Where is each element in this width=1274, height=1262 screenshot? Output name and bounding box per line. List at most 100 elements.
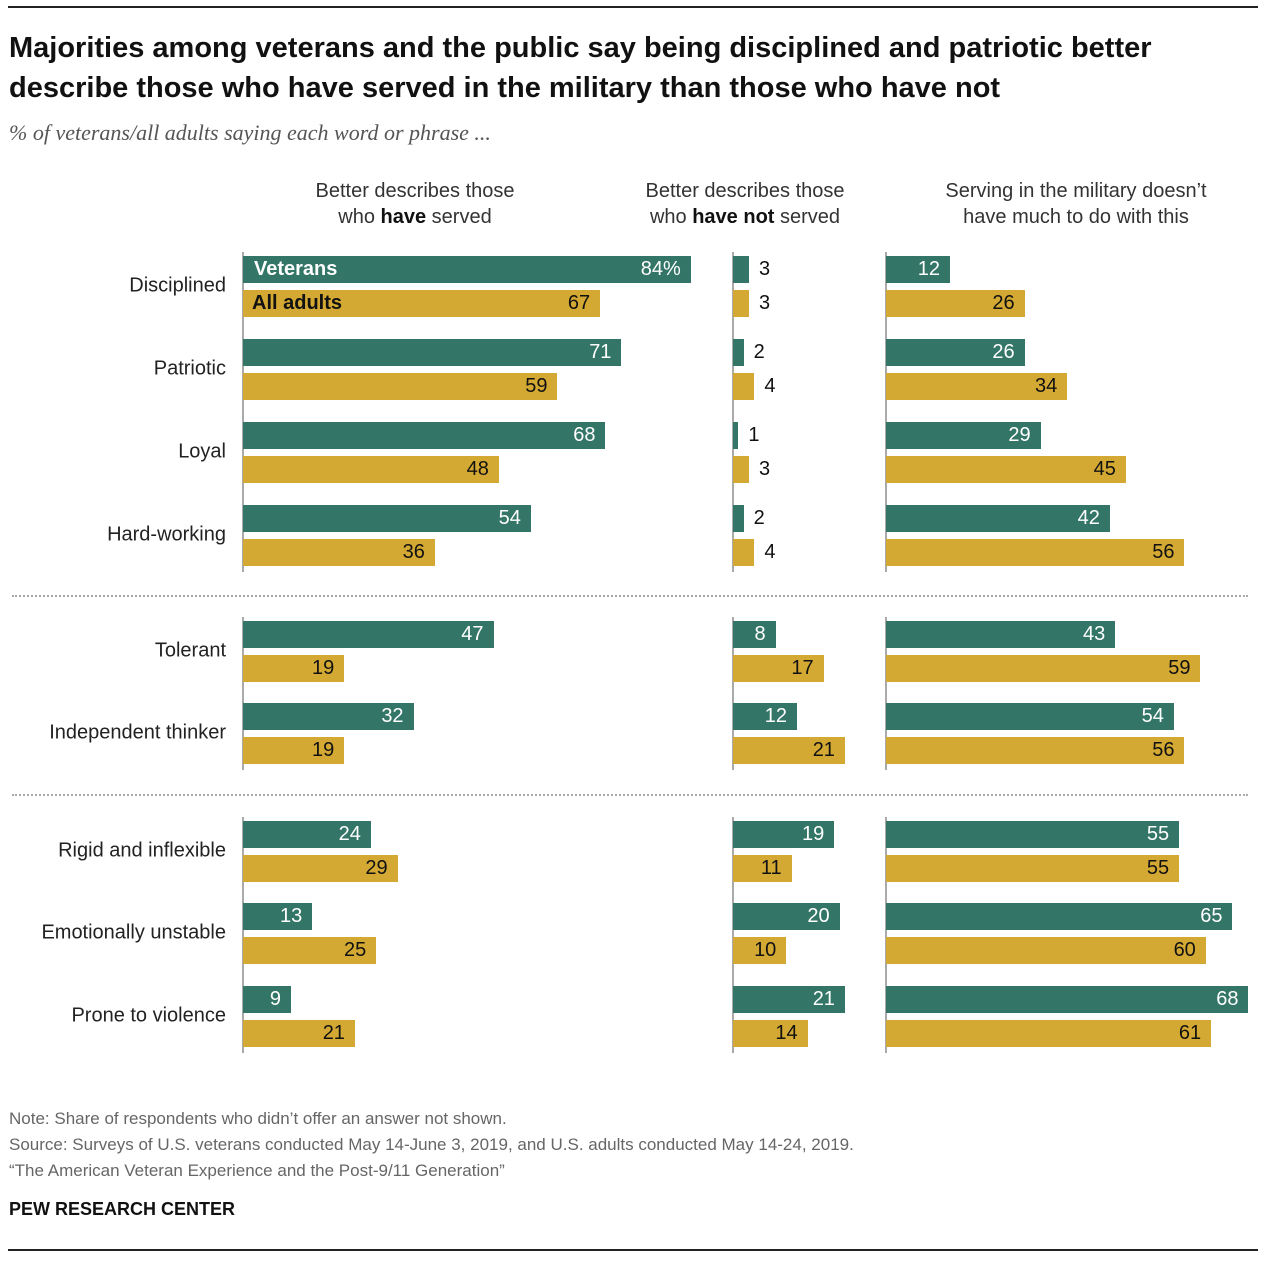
- axis-line: [885, 617, 887, 770]
- bar-all_adults: [733, 655, 824, 682]
- value-label: 55: [1146, 857, 1170, 879]
- value-label: 3: [758, 292, 771, 314]
- value-label: 1: [748, 424, 760, 446]
- axis-line: [242, 817, 244, 1053]
- value-label: 12: [764, 705, 787, 727]
- value-label: 26: [992, 341, 1015, 363]
- bar-all_adults: [886, 539, 1185, 566]
- value-label: 71: [589, 341, 612, 363]
- bar-veterans: [733, 821, 835, 848]
- value-label: 21: [322, 1022, 345, 1044]
- bar-all_adults: [886, 855, 1180, 882]
- value-label: 21: [812, 988, 835, 1010]
- value-label: 10: [754, 939, 777, 961]
- bar-veterans: [733, 703, 797, 730]
- value-label: 11: [760, 857, 782, 879]
- value-label: 19: [312, 739, 335, 761]
- category-label: Prone to violence: [71, 1004, 226, 1027]
- bar-all_adults: [243, 855, 398, 882]
- bar-veterans: [733, 339, 744, 366]
- bar-all_adults: [733, 539, 755, 566]
- value-label: 54: [1141, 705, 1164, 727]
- pew-logo-text: PEW RESEARCH CENTER: [9, 1199, 236, 1219]
- value-label: 67: [567, 292, 591, 314]
- value-label: 2: [753, 341, 765, 363]
- bar-all_adults: [733, 937, 787, 964]
- value-label: 43: [1082, 623, 1106, 645]
- value-label: 29: [1008, 424, 1031, 446]
- bar-veterans: [243, 986, 291, 1013]
- bar-all_adults: [243, 456, 499, 483]
- value-label: 21: [812, 739, 835, 761]
- report-title: “The American Veteran Experience and the…: [9, 1161, 505, 1180]
- bottom-rule: [8, 1249, 1258, 1251]
- legend-veterans: Veterans: [254, 258, 338, 280]
- value-label: 45: [1093, 458, 1116, 480]
- bar-veterans: [243, 821, 371, 848]
- value-label: 34: [1034, 375, 1058, 397]
- value-label: 56: [1152, 739, 1175, 761]
- bar-veterans: [886, 505, 1110, 532]
- bar-all_adults: [243, 655, 345, 682]
- chart-subtitle: % of veterans/all adults saying each wor…: [9, 120, 491, 145]
- value-label: 32: [381, 705, 404, 727]
- category-label: Hard-working: [107, 523, 226, 546]
- value-label: 84%: [640, 258, 681, 280]
- chart-title: Majorities among veterans and the public…: [9, 32, 1152, 104]
- category-label: Rigid and inflexible: [58, 839, 226, 862]
- bar-veterans: [886, 256, 950, 283]
- value-label: 42: [1077, 507, 1100, 529]
- value-label: 19: [312, 657, 335, 679]
- value-label: 65: [1200, 905, 1223, 927]
- bar-all_adults: [733, 737, 845, 764]
- category-label: Patriotic: [153, 357, 226, 380]
- value-label: 17: [791, 657, 814, 679]
- bar-veterans: [886, 703, 1174, 730]
- top-rule: [8, 6, 1258, 8]
- value-label: 54: [498, 507, 521, 529]
- bar-all_adults: [886, 290, 1025, 317]
- bar-veterans: [243, 422, 606, 449]
- value-label: 47: [461, 623, 484, 645]
- value-label: 8: [754, 623, 766, 645]
- bar-all_adults: [886, 937, 1206, 964]
- bar-veterans: [733, 621, 776, 648]
- bar-all_adults: [886, 737, 1185, 764]
- value-label: 24: [338, 823, 361, 845]
- bar-all_adults: [243, 737, 345, 764]
- legend-all-adults: All adults: [252, 292, 343, 314]
- group-divider: [12, 594, 1248, 597]
- bar-veterans: [733, 505, 744, 532]
- value-label: 12: [917, 258, 940, 280]
- bar-veterans: [733, 903, 840, 930]
- value-label: 68: [573, 424, 596, 446]
- category-label: Independent thinker: [49, 721, 226, 744]
- bar-veterans: [733, 986, 845, 1013]
- group-divider: [12, 793, 1248, 796]
- bar-veterans: [243, 339, 622, 366]
- bar-veterans: [886, 339, 1025, 366]
- bar-veterans: [886, 903, 1233, 930]
- value-label: 13: [280, 905, 303, 927]
- bar-veterans: [243, 703, 414, 730]
- category-label: Disciplined: [129, 274, 226, 297]
- bar-all_adults: [733, 290, 749, 317]
- bar-all_adults: [886, 655, 1201, 682]
- value-label: 29: [365, 857, 388, 879]
- bar-all_adults: [243, 539, 435, 566]
- axis-line: [242, 252, 244, 572]
- bar-all_adults: [733, 373, 755, 400]
- category-label: Loyal: [178, 440, 226, 463]
- value-label: 59: [525, 375, 548, 397]
- bar-all_adults: [733, 855, 792, 882]
- axis-line: [732, 617, 734, 770]
- value-label: 61: [1178, 1022, 1202, 1044]
- column-header-no-difference: Serving in the military doesn’t have muc…: [945, 180, 1207, 228]
- axis-line: [732, 817, 734, 1053]
- value-label: 4: [764, 375, 776, 397]
- bar-veterans: [243, 505, 531, 532]
- category-label: Emotionally unstable: [41, 921, 226, 944]
- bar-all_adults: [733, 456, 749, 483]
- value-label: 55: [1146, 823, 1170, 845]
